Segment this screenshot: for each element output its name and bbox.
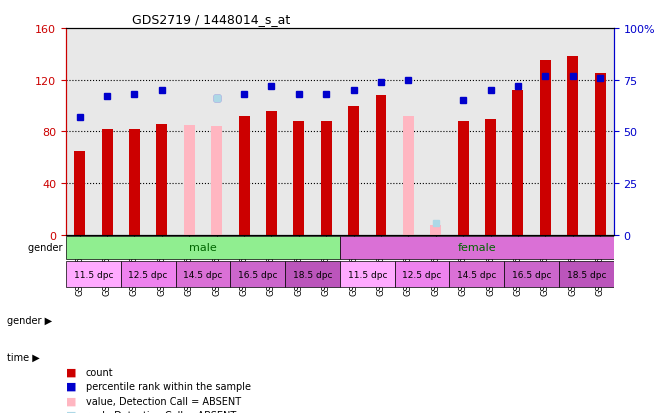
- Bar: [512, 91, 523, 235]
- Bar: [376, 96, 387, 235]
- FancyBboxPatch shape: [230, 262, 285, 288]
- Text: count: count: [86, 367, 114, 377]
- Text: 18.5 dpc: 18.5 dpc: [293, 270, 332, 279]
- FancyBboxPatch shape: [559, 262, 614, 288]
- Bar: [430, 225, 442, 235]
- Text: gender ▶: gender ▶: [7, 315, 51, 325]
- FancyBboxPatch shape: [121, 262, 176, 288]
- Text: ■: ■: [66, 396, 77, 406]
- Bar: [238, 116, 249, 235]
- Bar: [567, 57, 578, 235]
- FancyBboxPatch shape: [66, 262, 121, 288]
- Text: GDS2719 / 1448014_s_at: GDS2719 / 1448014_s_at: [132, 13, 290, 26]
- FancyBboxPatch shape: [395, 262, 449, 288]
- FancyBboxPatch shape: [66, 237, 340, 259]
- Text: 11.5 dpc: 11.5 dpc: [74, 270, 113, 279]
- Text: percentile rank within the sample: percentile rank within the sample: [86, 381, 251, 391]
- Text: female: female: [457, 243, 496, 253]
- FancyBboxPatch shape: [504, 262, 559, 288]
- Bar: [321, 122, 332, 235]
- Bar: [293, 122, 304, 235]
- Bar: [540, 61, 551, 235]
- Text: value, Detection Call = ABSENT: value, Detection Call = ABSENT: [86, 396, 241, 406]
- Text: 16.5 dpc: 16.5 dpc: [512, 270, 551, 279]
- Text: 14.5 dpc: 14.5 dpc: [457, 270, 496, 279]
- Bar: [183, 126, 195, 235]
- Text: 16.5 dpc: 16.5 dpc: [238, 270, 277, 279]
- Text: gender: gender: [28, 243, 66, 253]
- Text: 18.5 dpc: 18.5 dpc: [567, 270, 606, 279]
- Text: ■: ■: [66, 367, 77, 377]
- Bar: [129, 130, 140, 235]
- FancyBboxPatch shape: [285, 262, 340, 288]
- FancyBboxPatch shape: [449, 262, 504, 288]
- Bar: [457, 122, 469, 235]
- Text: male: male: [189, 243, 217, 253]
- Bar: [595, 74, 606, 235]
- Bar: [348, 106, 359, 235]
- Bar: [211, 127, 222, 235]
- FancyBboxPatch shape: [340, 262, 395, 288]
- FancyBboxPatch shape: [340, 237, 614, 259]
- Text: 12.5 dpc: 12.5 dpc: [403, 270, 442, 279]
- Text: 14.5 dpc: 14.5 dpc: [183, 270, 222, 279]
- Bar: [74, 152, 85, 235]
- Bar: [156, 124, 168, 235]
- Bar: [485, 119, 496, 235]
- Bar: [102, 130, 113, 235]
- Bar: [403, 116, 414, 235]
- FancyBboxPatch shape: [176, 262, 230, 288]
- Bar: [266, 112, 277, 235]
- Text: 12.5 dpc: 12.5 dpc: [129, 270, 168, 279]
- Text: ■: ■: [66, 381, 77, 391]
- Text: time ▶: time ▶: [7, 352, 40, 362]
- Text: ■: ■: [66, 410, 77, 413]
- Text: rank, Detection Call = ABSENT: rank, Detection Call = ABSENT: [86, 410, 236, 413]
- Text: 11.5 dpc: 11.5 dpc: [348, 270, 387, 279]
